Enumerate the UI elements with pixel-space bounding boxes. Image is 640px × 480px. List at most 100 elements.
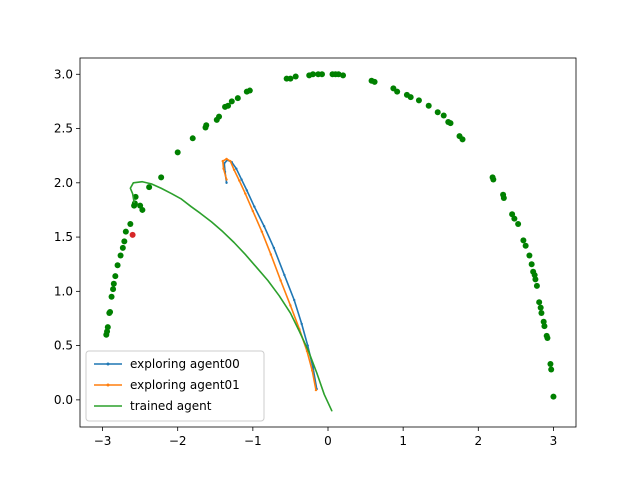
scatter-point (532, 276, 539, 283)
y-tick-label: 2.5 (54, 122, 73, 136)
series-point-1 (269, 253, 273, 256)
series-point-1 (225, 157, 228, 161)
scatter-point (292, 73, 299, 80)
x-tick-label: −2 (169, 434, 187, 448)
scatter-point (394, 88, 401, 95)
scatter-point (203, 122, 210, 129)
scatter-point (108, 293, 115, 300)
scatter-point (112, 273, 119, 280)
scatter-point (340, 72, 347, 79)
scatter-point (511, 215, 518, 222)
scatter-point (371, 78, 378, 85)
x-axis: −3 −2 −1 0 1 2 3 (94, 427, 558, 448)
scatter-point (122, 228, 129, 235)
series-point-0 (262, 225, 266, 228)
scatter-point (425, 102, 432, 109)
series-point-0 (283, 273, 286, 277)
legend: exploring agent00 exploring agent01 traine… (85, 350, 265, 422)
legend-label-2: trained agent (130, 399, 212, 413)
scatter-point (234, 95, 241, 102)
series-point-0 (235, 167, 238, 170)
scatter-point (189, 135, 196, 142)
scatter-point (490, 176, 497, 183)
series-point-1 (251, 209, 255, 213)
scatter-point (547, 361, 554, 368)
scatter-point (287, 75, 294, 82)
scatter-point (541, 323, 548, 330)
series-point-1 (229, 159, 232, 163)
scatter-point (318, 71, 325, 78)
y-axis: 0.0 0.5 1.0 1.5 2.0 2.5 3.0 (54, 67, 80, 407)
scatter-point (216, 113, 223, 120)
scatter-point (117, 252, 124, 259)
scatter-point (110, 280, 117, 287)
series-point-0 (311, 366, 315, 369)
scatter-point (119, 244, 126, 251)
scatter-point (538, 310, 545, 317)
series-point-0 (300, 322, 303, 326)
scatter-point (537, 304, 544, 311)
series-point-1 (238, 179, 241, 182)
x-tick-label: −3 (94, 434, 112, 448)
scatter-point (139, 206, 146, 213)
scatter-point (174, 149, 181, 156)
legend-marker-1 (106, 383, 110, 387)
highlight-point (129, 231, 136, 238)
scatter-point (104, 324, 111, 331)
x-tick-label: 3 (550, 434, 558, 448)
legend-label-1: exploring agent01 (130, 378, 240, 392)
scatter-point (110, 286, 117, 293)
series-point-0 (240, 178, 243, 181)
x-tick-label: 1 (399, 434, 407, 448)
scatter-point (528, 261, 535, 268)
scatter-point (520, 237, 527, 244)
scatter-point (309, 71, 316, 78)
scatter-point (225, 102, 232, 109)
series-point-0 (245, 189, 249, 192)
series-point-0 (272, 246, 276, 250)
scatter-point (107, 308, 114, 315)
x-tick-label: 0 (324, 434, 332, 448)
y-tick-label: 1.0 (54, 284, 73, 298)
scatter-point (146, 184, 153, 191)
series-point-1 (260, 230, 264, 233)
scatter-point (228, 98, 235, 105)
series-point-0 (292, 298, 296, 302)
scatter-point (246, 87, 253, 94)
scatter-point (500, 195, 507, 202)
series-point-1 (222, 167, 225, 170)
scatter-point (440, 112, 447, 119)
legend-marker-0 (106, 362, 110, 366)
series-point-1 (244, 192, 247, 195)
series-point-1 (311, 369, 314, 372)
scatter-point (158, 174, 165, 181)
y-tick-label: 0.0 (54, 393, 73, 407)
series-point-1 (221, 159, 224, 163)
y-tick-label: 3.0 (54, 67, 73, 81)
scatter-point (544, 335, 551, 342)
series-point-1 (314, 388, 318, 392)
scatter-point (335, 71, 342, 78)
scatter-point (114, 262, 121, 269)
y-tick-label: 1.5 (54, 230, 73, 244)
legend-label-0: exploring agent00 (130, 357, 240, 371)
scatter-point (550, 393, 557, 400)
scatter-point (434, 109, 441, 116)
scatter-point (515, 221, 522, 228)
series-point-0 (253, 205, 256, 208)
series-point-1 (279, 279, 282, 282)
scatter-point (131, 200, 138, 207)
scatter-point (121, 238, 128, 245)
scatter-point (447, 120, 454, 127)
scatter-point (415, 97, 422, 104)
series-point-1 (232, 168, 236, 171)
series-point-1 (289, 304, 292, 307)
y-tick-label: 0.5 (54, 339, 73, 353)
scatter-point (536, 299, 543, 306)
plot-area (79, 57, 577, 428)
scatter-point (533, 282, 540, 289)
scatter-point (459, 136, 466, 143)
scatter-point (127, 221, 134, 228)
scatter-point (526, 252, 533, 259)
legend-box (85, 350, 265, 422)
